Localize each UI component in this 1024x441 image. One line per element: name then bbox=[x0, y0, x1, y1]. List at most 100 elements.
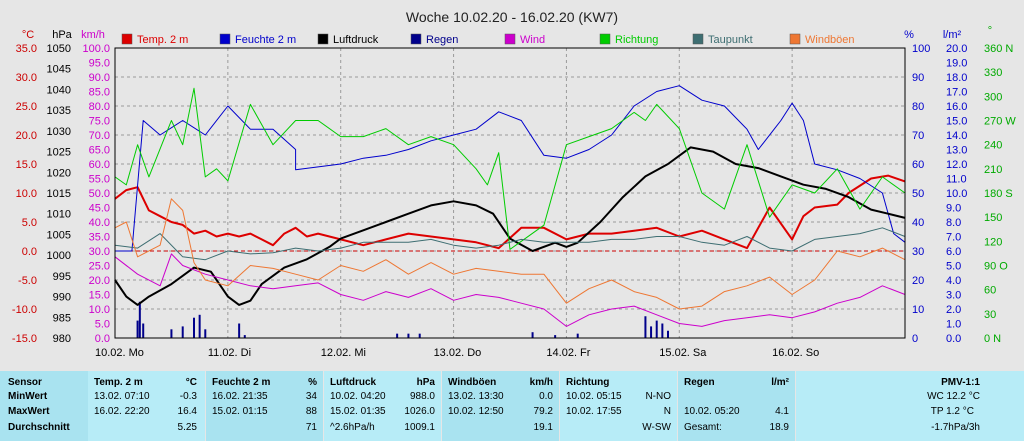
stats-header-sensor: Sensor bbox=[8, 377, 42, 388]
regen-max-time: 10.02. 05:20 bbox=[684, 406, 740, 417]
tick-label-press: 1045 bbox=[47, 64, 71, 76]
tick-label-dir: 300 bbox=[984, 91, 1002, 103]
tick-label-rain: 12.0 bbox=[946, 159, 967, 171]
tick-label-temp: 10.0 bbox=[16, 188, 37, 200]
tick-label-wind: 15.0 bbox=[89, 290, 110, 302]
series-line bbox=[115, 85, 906, 252]
legend-swatch bbox=[789, 33, 801, 45]
tick-label-wind: 75.0 bbox=[89, 116, 110, 128]
tick-label-wind: 65.0 bbox=[89, 145, 110, 157]
regen-total-label: Gesamt: bbox=[684, 422, 722, 433]
tick-label-rain: 1.0 bbox=[946, 319, 961, 331]
pmv-tp: TP 1.2 °C bbox=[930, 406, 974, 417]
tick-label-rain: 0.0 bbox=[946, 333, 961, 345]
tick-label-press: 1010 bbox=[47, 209, 71, 221]
tick-label-dir: 180 S bbox=[984, 188, 1013, 200]
tick-label-wind: 100.0 bbox=[82, 43, 110, 55]
tick-label-wind: 70.0 bbox=[89, 130, 110, 142]
stats-header-pmv: PMV-1:1 bbox=[941, 377, 980, 388]
temp-max-time: 16.02. 22:20 bbox=[94, 406, 150, 417]
legend-swatch bbox=[410, 33, 422, 45]
stats-header-richtung: Richtung bbox=[566, 377, 610, 388]
tick-label-rain: 3.0 bbox=[946, 290, 961, 302]
stats-table: Sensor MinWert MaxWert Durchschnitt Temp… bbox=[0, 371, 1024, 441]
boeen-min-time: 13.02. 13:30 bbox=[448, 391, 504, 402]
unit-press: hPa bbox=[52, 29, 72, 41]
tick-label-press: 1050 bbox=[47, 43, 71, 55]
druck-min: 988.0 bbox=[409, 391, 435, 402]
tick-label-rain: 17.0 bbox=[946, 87, 967, 99]
row-label-avg: Durchschnitt bbox=[8, 422, 70, 433]
temp-min-time: 13.02. 07:10 bbox=[94, 391, 150, 402]
tick-label-pct: 100 bbox=[912, 43, 930, 55]
stats-col-regen: Regen l/m² 10.02. 05:20 4.1 Gesamt: 18.9 bbox=[678, 371, 795, 441]
feuchte-max: 88 bbox=[305, 406, 317, 417]
tick-label-rain: 10.0 bbox=[946, 188, 967, 200]
unit-dir: ° bbox=[988, 25, 992, 37]
richtung-min: N-NO bbox=[645, 391, 671, 402]
tick-label-wind: 55.0 bbox=[89, 174, 110, 186]
tick-label-rain: 8.0 bbox=[946, 217, 961, 229]
unit-pct: % bbox=[904, 29, 914, 41]
tick-label-pct: 80 bbox=[912, 101, 924, 113]
tick-label-wind: 20.0 bbox=[89, 275, 110, 287]
stats-col-temp: Temp. 2 m °C 13.02. 07:10 -0.3 16.02. 22… bbox=[88, 371, 205, 441]
plot-frame bbox=[114, 47, 906, 339]
tick-label-press: 985 bbox=[53, 312, 71, 324]
tick-label-dir: 60 bbox=[984, 285, 996, 297]
tick-label-rain: 9.0 bbox=[946, 203, 961, 215]
x-tick-label: 15.02. Sa bbox=[659, 347, 707, 359]
legend-swatch bbox=[599, 33, 611, 45]
series-lines bbox=[114, 85, 906, 327]
tick-label-temp: 15.0 bbox=[16, 159, 37, 171]
unit-temp: °C bbox=[22, 29, 34, 41]
feuchte-max-time: 15.02. 01:15 bbox=[212, 406, 268, 417]
richtung-max: N bbox=[663, 406, 671, 417]
stats-col-richtung: Richtung 10.02. 05:15 N-NO 10.02. 17:55 … bbox=[560, 371, 677, 441]
tick-label-pct: 20 bbox=[912, 275, 924, 287]
series-line bbox=[114, 253, 906, 327]
tick-label-rain: 5.0 bbox=[946, 261, 961, 273]
tick-label-press: 1015 bbox=[47, 188, 71, 200]
x-tick-label: 16.02. So bbox=[772, 347, 819, 359]
tick-label-rain: 16.0 bbox=[946, 101, 967, 113]
stats-header-boeen: Windböen bbox=[448, 377, 497, 388]
tick-label-pct: 90 bbox=[912, 72, 924, 84]
tick-label-pct: 70 bbox=[912, 130, 924, 142]
tick-label-wind: 35.0 bbox=[89, 232, 110, 244]
stats-col-feuchte: Feuchte 2 m % 16.02. 21:35 34 15.02. 01:… bbox=[206, 371, 323, 441]
legend-swatch bbox=[692, 33, 704, 45]
tick-label-wind: 25.0 bbox=[89, 261, 110, 273]
unit-rain: l/m² bbox=[943, 29, 962, 41]
legend-label: Luftdruck bbox=[333, 34, 379, 46]
tick-label-wind: 40.0 bbox=[89, 217, 110, 229]
unit-wind: km/h bbox=[81, 29, 105, 41]
pmv-trend: -1.7hPa/3h bbox=[931, 422, 980, 433]
series-line bbox=[114, 146, 906, 306]
legend-label: Wind bbox=[520, 34, 545, 46]
stats-header-temp: Temp. 2 m bbox=[94, 377, 143, 388]
tick-label-temp: -15.0 bbox=[12, 333, 37, 345]
tick-label-temp: 20.0 bbox=[16, 130, 37, 142]
axis-labels: -15.0 -10.0 -5.0 0.0 5.0 10.0 15.0 20.0 25.0 30.0… bbox=[12, 43, 1016, 359]
richtung-min-time: 10.02. 05:15 bbox=[566, 391, 622, 402]
x-tick-label: 10.02. Mo bbox=[95, 347, 144, 359]
feuchte-min-time: 16.02. 21:35 bbox=[212, 391, 268, 402]
stats-unit-druck: hPa bbox=[416, 377, 435, 388]
tick-label-wind: 85.0 bbox=[89, 87, 110, 99]
regen-max: 4.1 bbox=[775, 406, 789, 417]
tick-label-press: 1035 bbox=[47, 105, 71, 117]
stats-unit-regen: l/m² bbox=[771, 377, 789, 388]
tick-label-rain: 18.0 bbox=[946, 72, 967, 84]
tick-label-wind: 5.0 bbox=[95, 319, 110, 331]
tick-label-press: 1040 bbox=[47, 84, 71, 96]
stats-col-boeen: Windböen km/h 13.02. 13:30 0.0 10.02. 12… bbox=[442, 371, 559, 441]
legend-swatch bbox=[121, 33, 133, 45]
tick-label-dir: 270 W bbox=[984, 116, 1016, 128]
x-tick-label: 12.02. Mi bbox=[321, 347, 366, 359]
stats-col-sensor: Sensor MinWert MaxWert Durchschnitt bbox=[0, 371, 88, 441]
row-label-max: MaxWert bbox=[8, 406, 50, 417]
tick-label-rain: 15.0 bbox=[946, 116, 967, 128]
temp-min: -0.3 bbox=[179, 391, 197, 402]
tick-label-wind: 95.0 bbox=[89, 58, 110, 70]
